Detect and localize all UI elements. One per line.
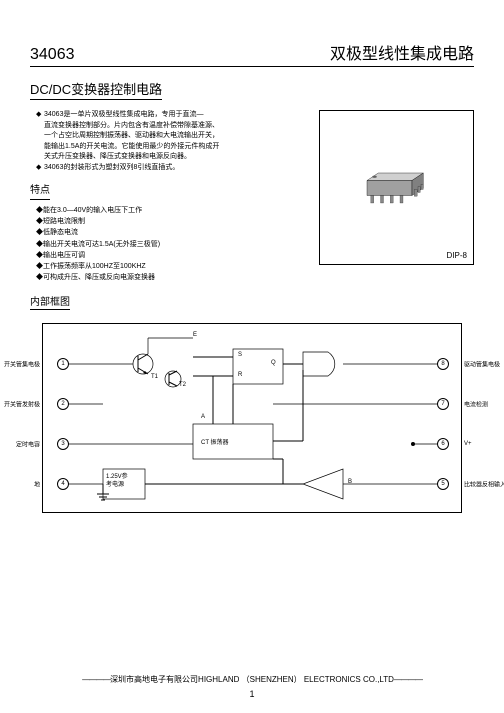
sr-s: S — [238, 352, 242, 358]
subtitle: DC/DC变换器控制电路 — [30, 79, 162, 100]
dip8-icon — [352, 158, 442, 218]
label-a: A — [201, 414, 205, 420]
intro-line: 34063的封装形式为塑封双列8引线直插式。 — [44, 163, 179, 174]
pin-5-label: 比较器反相输入 — [464, 480, 504, 489]
label-e: E — [193, 332, 197, 338]
package-label: DIP-8 — [447, 251, 467, 260]
feature-item: ◆输出开关电流可达1.5A(无外接三极管) — [36, 239, 307, 250]
category-title: 双极型线性集成电路 — [330, 40, 474, 64]
features-list: ◆能在3.0—40V的输入电压下工作 ◆短路电流限制 ◆低静态电流 ◆输出开关电… — [36, 205, 307, 283]
pin-6-label: V+ — [464, 441, 472, 447]
feature-item: ◆输出电压可调 — [36, 250, 307, 261]
pin-7-label: 电流检测 — [464, 400, 488, 409]
datasheet-page: 34063 双极型线性集成电路 DC/DC变换器控制电路 ◆34063是一单片双… — [0, 0, 504, 713]
label-b: B — [348, 479, 352, 485]
features-title: 特点 — [30, 183, 50, 200]
pin-8-label: 驱动管集电极 — [464, 360, 500, 369]
company-name: 深圳市高地电子有限公司HIGHLAND （SHENZHEN） ELECTRONI… — [82, 675, 422, 684]
bullet: ◆ — [36, 110, 44, 121]
block-diagram-title: 内部框图 — [30, 293, 70, 310]
intro-line: 直流变换器控制部分。片内包含有温度补偿带隙基准源、 — [44, 121, 307, 132]
feature-item: ◆工作振荡频率从100HZ至100KHZ — [36, 261, 307, 272]
ref-label: 1.25V参 考电源 — [106, 474, 128, 488]
feature-item: ◆可构成升压、降压或反向电源变换器 — [36, 272, 307, 283]
pin-3-label: 定时电容 — [16, 440, 40, 449]
feature-item: ◆低静态电流 — [36, 227, 307, 238]
pin-2-label: 开关管发射极 — [4, 400, 40, 409]
intro-row: ◆34063是一单片双极型线性集成电路，专用于直流— 直流变换器控制部分。片内包… — [30, 110, 474, 283]
sr-q: Q — [271, 360, 276, 366]
pin-1-label: 开关管集电极 — [4, 360, 40, 369]
header-row: 34063 双极型线性集成电路 — [30, 40, 474, 67]
osc-label: CT 振荡器 — [201, 437, 229, 446]
block-diagram: 1 开关管集电极 2 开关管发射极 3 定时电容 4 地 8 驱动管集电极 7 … — [42, 323, 462, 513]
bullet: ◆ — [36, 163, 44, 174]
page-number: 1 — [0, 689, 504, 699]
feature-item: ◆短路电流限制 — [36, 216, 307, 227]
intro-line: 能输出1.5A的开关电流。它能使用最少的外接元件构成开 — [44, 142, 307, 153]
sr-r: R — [238, 372, 242, 378]
intro-text: ◆34063是一单片双极型线性集成电路，专用于直流— 直流变换器控制部分。片内包… — [30, 110, 307, 283]
intro-line: 一个占空比周期控制振荡器、驱动器和大电流输出开关， — [44, 131, 307, 142]
label-t1: T1 — [151, 374, 158, 380]
label-t2: T2 — [179, 382, 186, 388]
intro-line: 34063是一单片双极型线性集成电路，专用于直流— — [44, 110, 203, 121]
pin-4-label: 地 — [34, 480, 40, 489]
part-number: 34063 — [30, 46, 75, 64]
intro-line: 关式升压变换器、降压式变换器和电源反向器。 — [44, 152, 307, 163]
footer: 深圳市高地电子有限公司HIGHLAND （SHENZHEN） ELECTRONI… — [0, 674, 504, 685]
feature-item: ◆能在3.0—40V的输入电压下工作 — [36, 205, 307, 216]
package-box: DIP-8 — [319, 110, 474, 265]
